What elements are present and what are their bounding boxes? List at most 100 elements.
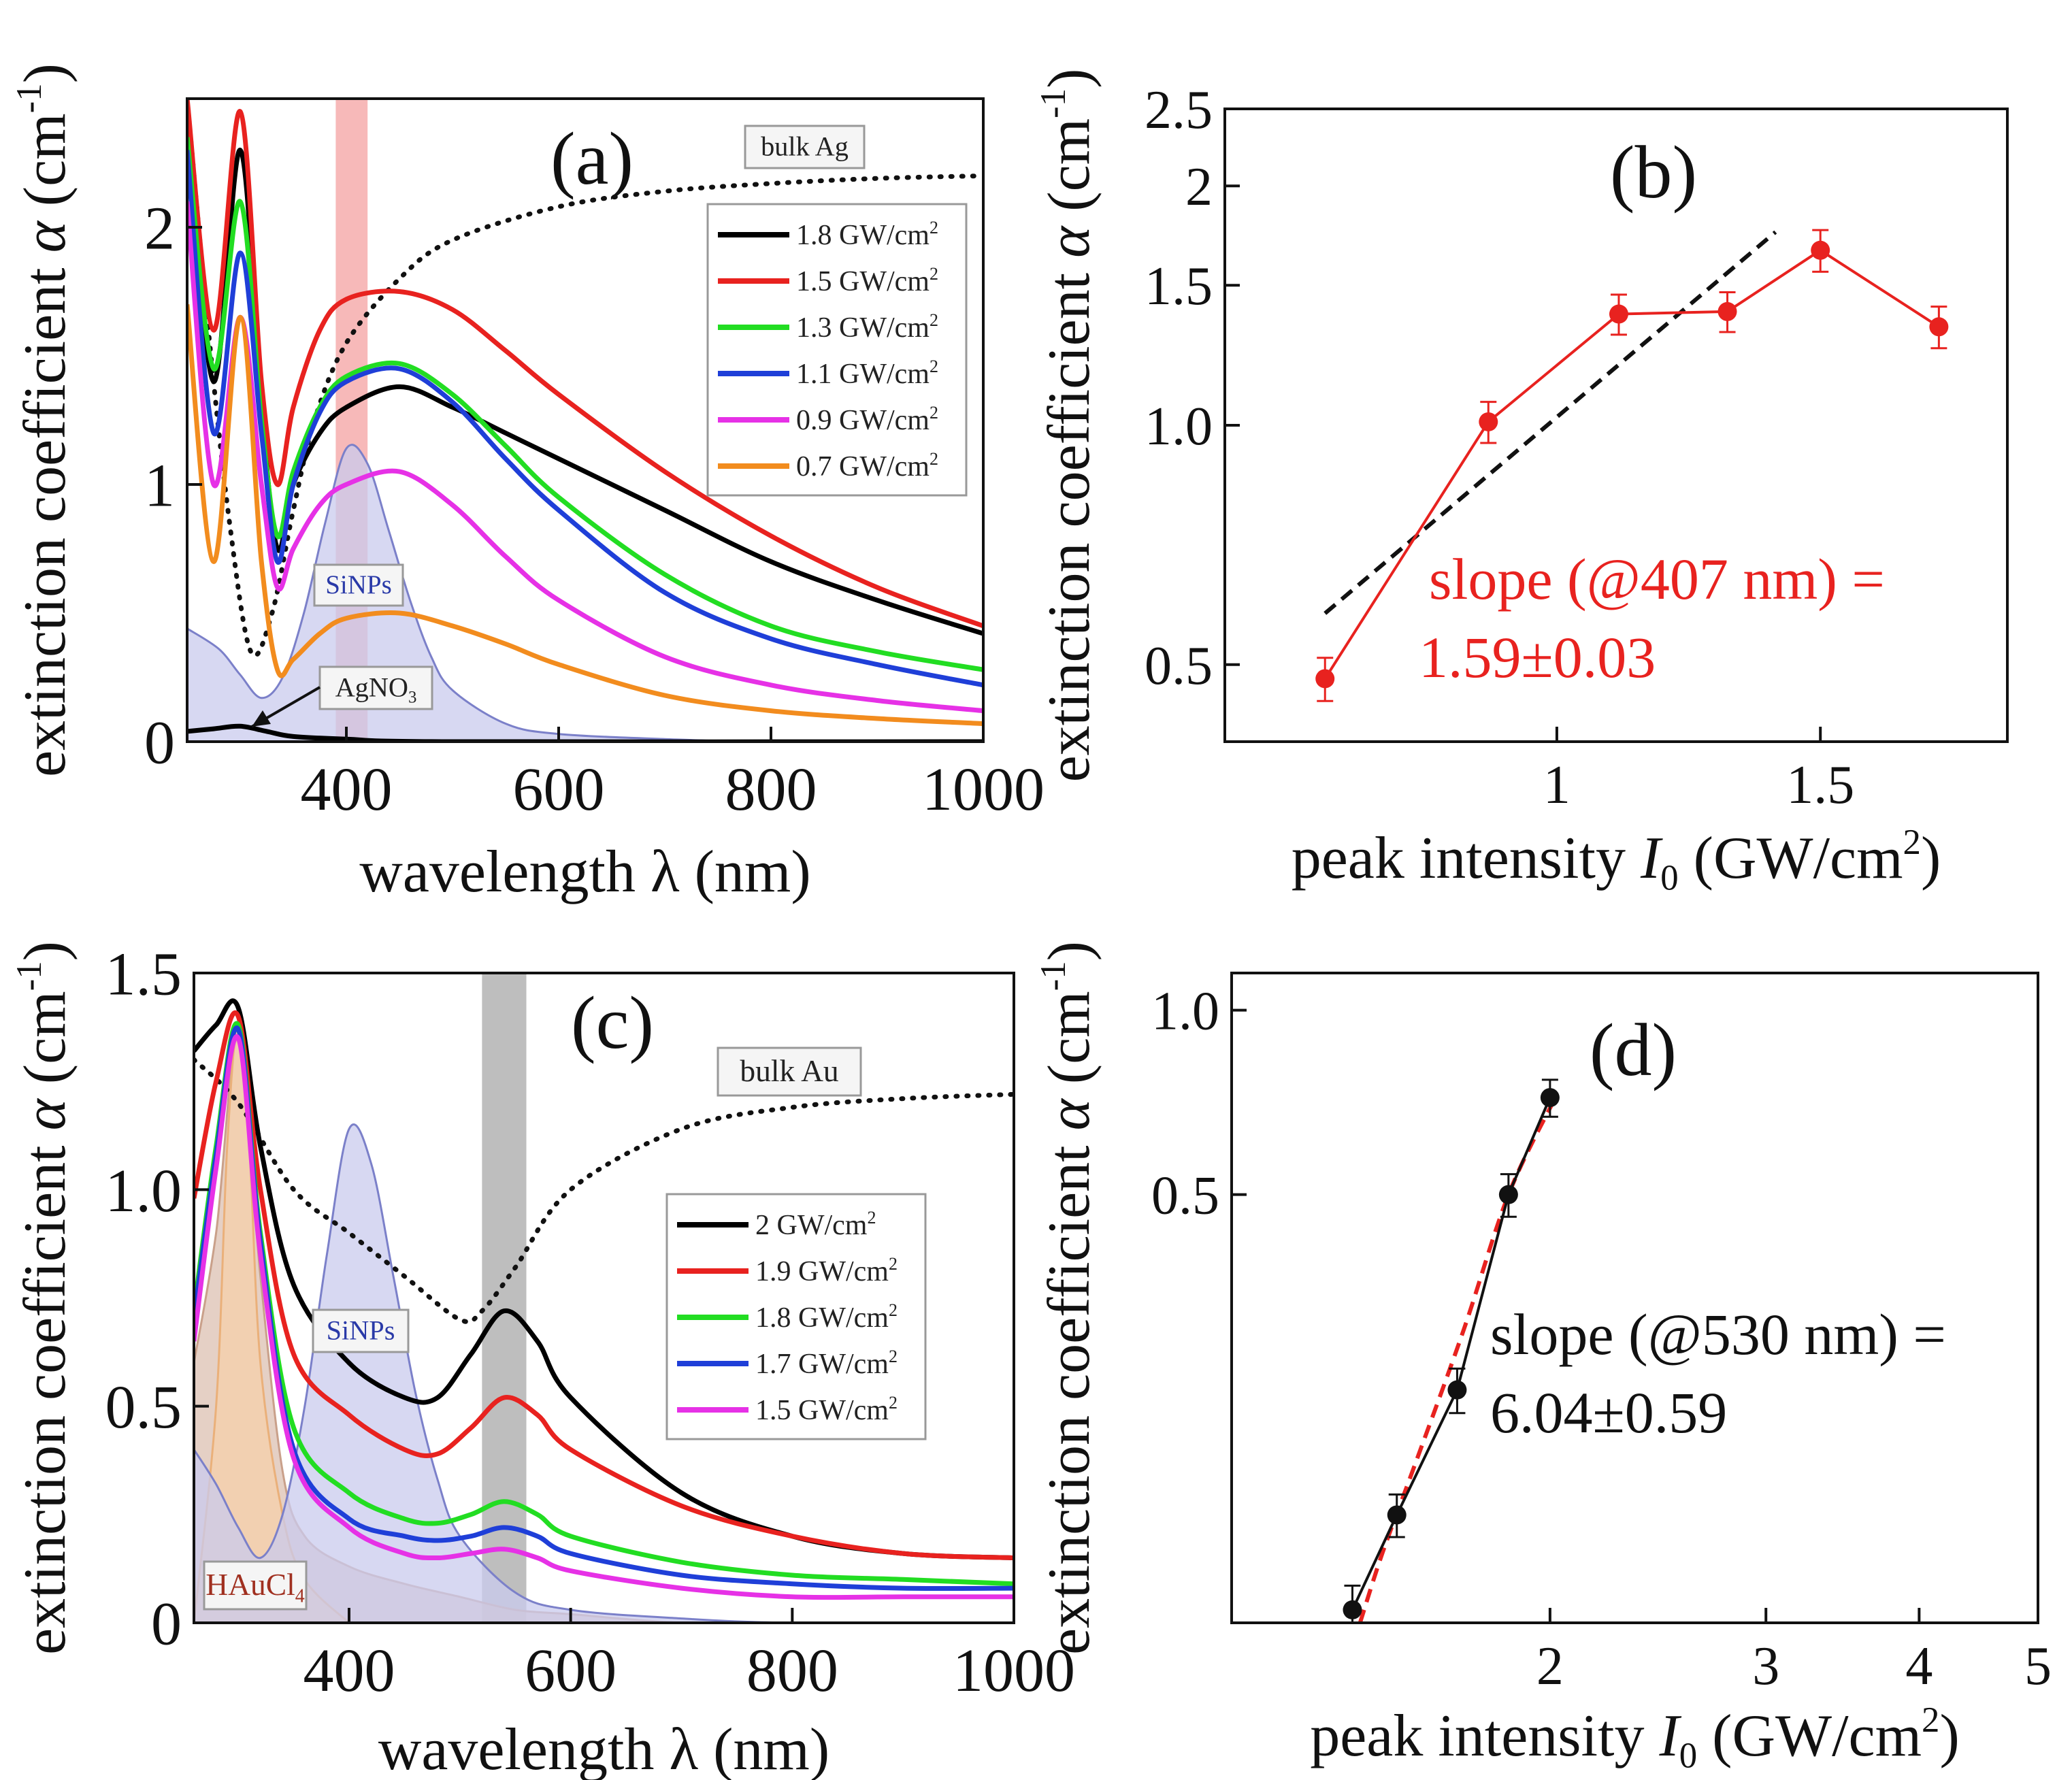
- data-point: [1479, 412, 1498, 431]
- precursor-arrow-head: [252, 710, 271, 727]
- bulk-annotation-label: bulk Ag: [761, 131, 849, 161]
- series-line-2: [187, 137, 983, 672]
- series-line-3: [187, 150, 983, 688]
- x-tick-label: 1000: [953, 1637, 1075, 1704]
- x-tick-label: 1000: [922, 756, 1045, 823]
- legend-label: 2 GW/cm2: [755, 1208, 876, 1241]
- series-line-0: [187, 124, 983, 636]
- x-tick-label: 3: [1752, 1636, 1779, 1696]
- y-tick-label: 0: [151, 1591, 182, 1658]
- y-tick-label: 2: [1185, 157, 1213, 217]
- data-point: [1387, 1505, 1407, 1525]
- x-axis-label: peak intensity I0 (GW/cm2): [1310, 1700, 1960, 1776]
- legend-label: 0.7 GW/cm2: [796, 449, 938, 482]
- plot-area-d: [1343, 1078, 1560, 1623]
- slope-annotation-line1: slope (@407 nm) =: [1429, 546, 1885, 612]
- panel-c: 400 600 800 1000 0 0.5 1.0 1.5 extinction coeffi…: [10, 941, 1075, 1780]
- sinps-annotation-label: SiNPs: [327, 1315, 395, 1345]
- legend-label: 1.7 GW/cm2: [755, 1347, 898, 1380]
- data-point: [1811, 240, 1830, 260]
- x-tick-label: 400: [303, 1637, 395, 1704]
- panel-label: (c): [571, 981, 654, 1064]
- series-line: [1323, 248, 1940, 680]
- filled-outline-sinps: [187, 444, 983, 742]
- slope-annotation-line2: 1.59±0.03: [1419, 625, 1656, 690]
- axes-frame: [1230, 972, 2039, 1624]
- bulk-annotation-label: bulk Au: [740, 1053, 838, 1088]
- legend-label: 1.8 GW/cm2: [755, 1300, 898, 1334]
- y-tick-label: 1.5: [1145, 257, 1213, 316]
- x-tick-label: 1: [1543, 755, 1571, 815]
- y-tick-label: 1.0: [1151, 982, 1219, 1042]
- data-point: [1609, 304, 1628, 324]
- y-tick-label: 0: [144, 710, 175, 777]
- y-axis-label: extinction coefficient α (cm-1): [1034, 941, 1102, 1655]
- x-tick-label: 400: [301, 756, 393, 823]
- panel-a: 400 600 800 1000 0 1 2 extinction coefficient α…: [10, 63, 1045, 905]
- y-tick-label: 1: [144, 452, 175, 520]
- series-line-1: [187, 99, 983, 629]
- filled-area-sinps: [194, 1124, 1014, 1623]
- panel-d: 2 3 4 5 0.5 1.0 extinction coefficient α (cm-1…: [1034, 941, 2052, 1776]
- legend-label: 1.1 GW/cm2: [796, 357, 938, 390]
- y-tick-label: 2: [144, 195, 175, 263]
- legend-label: 1.9 GW/cm2: [755, 1254, 898, 1287]
- precursor-annotation-label: HAuCl4: [205, 1567, 304, 1607]
- x-tick-label: 600: [525, 1637, 616, 1704]
- panel-b: 1 1.5 0.5 1.0 1.5 2 2.5 extinction coefficient …: [1034, 69, 2009, 898]
- sinps-annotation-label: SiNPs: [325, 570, 392, 599]
- x-tick-label: 5: [2024, 1636, 2052, 1696]
- y-tick-label: 1.0: [105, 1157, 182, 1225]
- data-point: [1498, 1185, 1518, 1204]
- precursor-annotation-label: AgNO3: [335, 672, 417, 706]
- data-point: [1540, 1088, 1560, 1108]
- reference-curve-bulk: [194, 1057, 1014, 1325]
- y-axis-label: extinction coefficient α (cm-1): [1034, 69, 1102, 782]
- panel-label: (a): [550, 117, 634, 200]
- series-line-5: [187, 304, 983, 726]
- filled-area-orange: [194, 1025, 349, 1623]
- highlight-band: [482, 973, 527, 1623]
- series-line-2: [194, 1021, 1014, 1587]
- y-tick-label: 1.0: [1145, 397, 1213, 457]
- data-point: [1717, 301, 1737, 321]
- data-point: [1343, 1600, 1362, 1619]
- series-line-3: [194, 1025, 1014, 1592]
- data-point: [1447, 1380, 1467, 1400]
- axes-frame: [186, 97, 985, 743]
- x-tick-label: 800: [746, 1637, 838, 1704]
- x-tick-label: 600: [513, 756, 605, 823]
- x-axis-label: wavelength λ (nm): [359, 839, 810, 905]
- filled-outline-sinps: [194, 1123, 1014, 1623]
- sinps-annotation-box: [313, 563, 404, 607]
- legend-label: 0.9 GW/cm2: [796, 403, 938, 436]
- panel-label: (b): [1610, 131, 1697, 214]
- x-tick-label: 800: [725, 756, 817, 823]
- y-axis-label: extinction coefficient α (cm-1): [10, 63, 78, 777]
- data-point: [1929, 317, 1949, 337]
- slope-annotation-line2: 6.04±0.59: [1490, 1380, 1727, 1445]
- legend-label: 1.5 GW/cm2: [755, 1393, 898, 1426]
- plot-area-b: [1315, 229, 1949, 702]
- legend-label: 1.3 GW/cm2: [796, 310, 938, 344]
- x-axis-label: wavelength λ (nm): [378, 1717, 829, 1780]
- slope-annotation-line1: slope (@530 nm) =: [1490, 1302, 1946, 1367]
- bulk-annotation-box: [744, 125, 866, 169]
- sinps-annotation-box: [312, 1308, 410, 1353]
- y-tick-label: 0.5: [1151, 1166, 1219, 1226]
- series-line-6: [187, 723, 983, 742]
- axes-frame: [193, 972, 1015, 1624]
- data-point: [1315, 669, 1335, 689]
- series-line-4: [194, 1034, 1014, 1600]
- legend-label: 1.8 GW/cm2: [796, 218, 938, 251]
- x-tick-label: 1.5: [1786, 755, 1854, 815]
- y-tick-label: 0.5: [105, 1374, 182, 1441]
- legend-label: 1.5 GW/cm2: [796, 264, 938, 297]
- precursor-annotation-box: [318, 665, 433, 710]
- y-tick-label: 0.5: [1145, 636, 1213, 696]
- y-tick-label: 2.5: [1145, 80, 1213, 140]
- x-axis-label: peak intensity I0 (GW/cm2): [1292, 823, 1941, 898]
- bulk-annotation-box: [717, 1046, 862, 1097]
- panel-label: (d): [1590, 1008, 1677, 1091]
